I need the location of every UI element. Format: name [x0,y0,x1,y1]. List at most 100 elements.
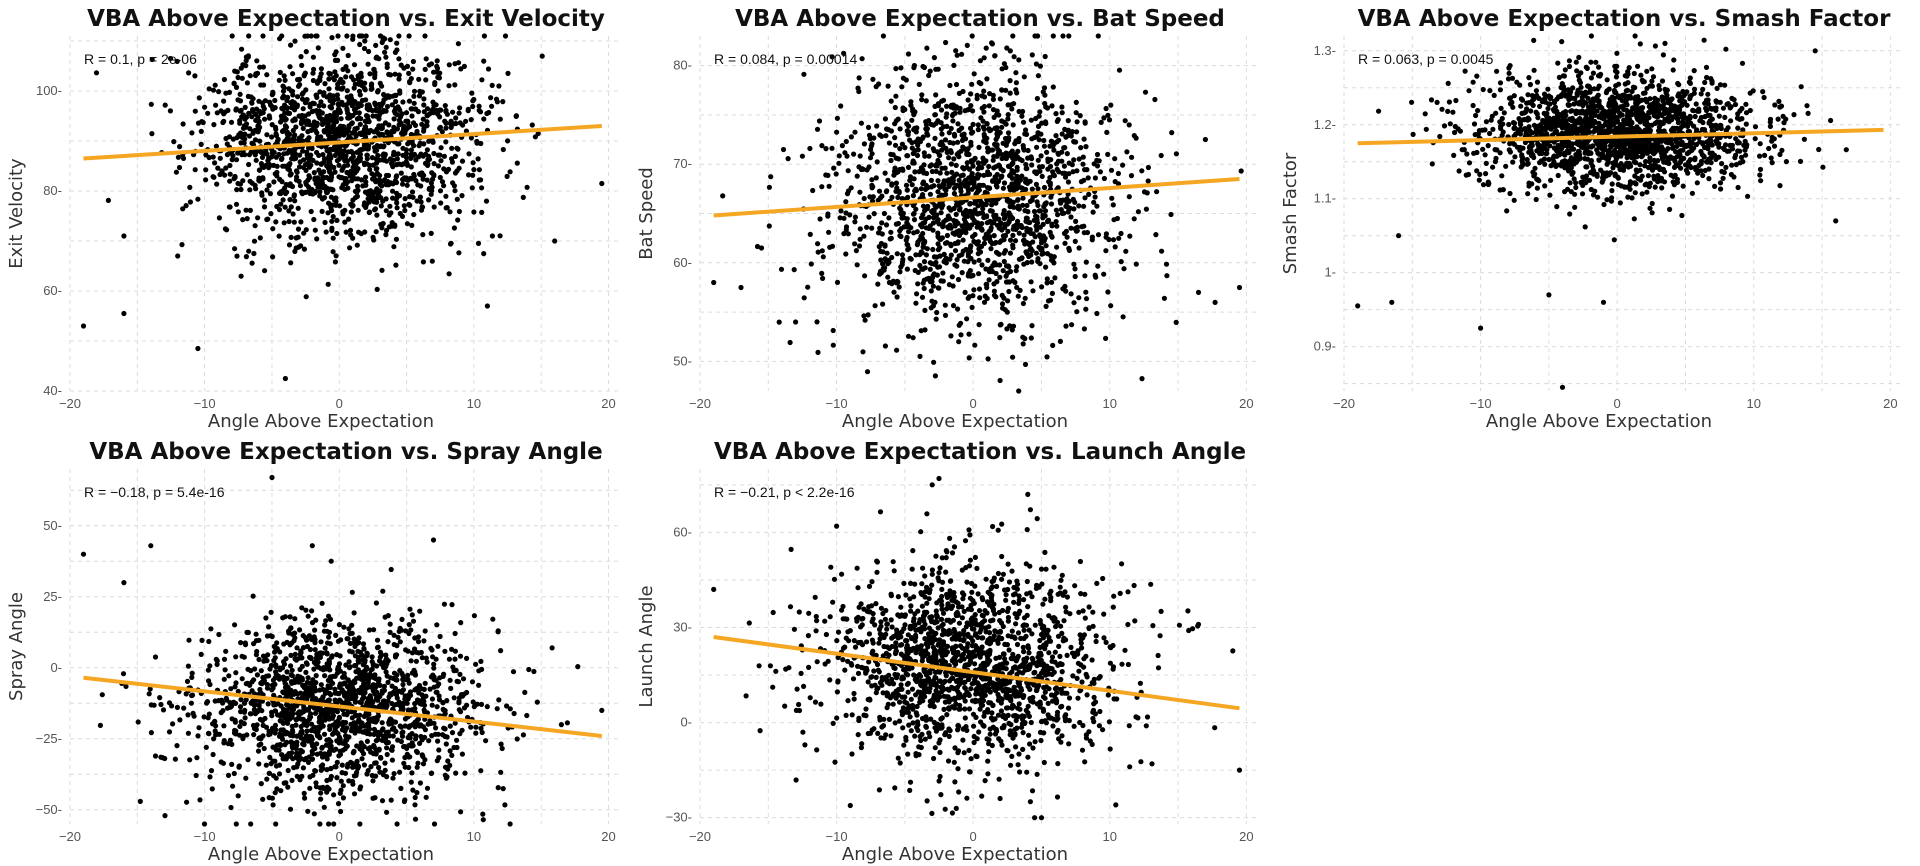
data-point [904,187,910,193]
data-point [367,71,373,77]
data-point [269,92,275,98]
data-point [297,82,303,88]
data-point [1494,68,1500,74]
data-point [496,83,502,89]
data-point [245,93,251,99]
data-point [820,275,826,281]
data-point [766,223,772,229]
data-point [407,202,413,208]
data-point [274,163,280,169]
data-point [1080,154,1086,160]
data-point [961,258,967,264]
data-point [1613,119,1619,125]
data-point [989,220,995,226]
data-point [376,157,383,163]
data-point [872,303,878,309]
data-point [149,56,155,63]
data-point [1145,178,1151,184]
y-axis-label: Bat Speed [636,167,657,260]
data-point [918,165,924,171]
data-point [942,186,948,192]
data-point [393,236,399,242]
data-point [483,198,490,204]
data-point [305,189,311,195]
data-point [1001,61,1007,67]
data-point [972,231,978,238]
data-point [287,149,293,155]
data-point [234,187,240,193]
data-point [993,176,999,182]
data-point [224,152,230,158]
data-point [470,172,476,178]
data-point [931,55,937,61]
data-point [967,268,973,274]
data-point [504,173,510,179]
data-point [1071,157,1077,163]
data-point [276,207,283,213]
y-axis-label: Smash Factor [1280,152,1301,274]
data-point [497,233,503,239]
data-point [1081,326,1087,332]
data-point [389,102,395,108]
data-point [352,126,358,132]
data-point [481,33,487,39]
data-point [1008,171,1014,177]
data-point [216,89,222,95]
data-point [1717,82,1724,88]
data-point [236,132,242,138]
data-point [1722,82,1728,88]
data-point [1466,88,1472,94]
data-point [1044,149,1050,155]
data-point [1008,237,1014,243]
data-point [1760,89,1766,95]
data-point [1010,242,1016,248]
data-point [291,192,297,198]
data-point [910,108,916,114]
data-point [1121,266,1127,272]
data-point [1059,110,1065,116]
data-point [1054,223,1060,229]
data-point [240,217,246,223]
data-point [976,286,983,292]
data-point [1039,173,1045,179]
data-point [960,211,967,217]
data-point [307,101,313,107]
data-point [836,160,842,166]
data-point [301,246,307,252]
data-point [1025,155,1031,161]
data-point [1539,150,1545,156]
data-point [1076,295,1082,301]
data-point [270,151,276,157]
data-point [232,246,238,252]
data-point [919,250,925,256]
data-point [975,185,981,191]
data-point [362,200,368,206]
data-point [981,299,988,305]
data-point [308,208,314,215]
data-point [252,223,258,229]
data-point [346,133,352,139]
data-point [888,235,894,241]
data-point [306,173,312,179]
data-point [256,118,262,124]
data-point [948,125,954,132]
data-point [1667,206,1673,212]
data-point [836,153,842,159]
data-point [438,107,444,113]
data-point [999,118,1005,124]
data-point [1004,326,1010,332]
data-point [992,240,998,246]
data-point [246,248,252,254]
data-point [282,102,288,108]
chart-title: VBA Above Expectation vs. Bat Speed [735,6,1225,32]
data-point [920,179,927,185]
data-point [1101,115,1107,121]
data-point [1001,237,1007,243]
data-point [1573,180,1579,186]
data-point [1081,203,1087,209]
data-point [805,284,811,290]
data-point [1703,159,1710,165]
data-point [899,259,906,265]
data-point [459,193,465,199]
data-point [942,137,949,143]
